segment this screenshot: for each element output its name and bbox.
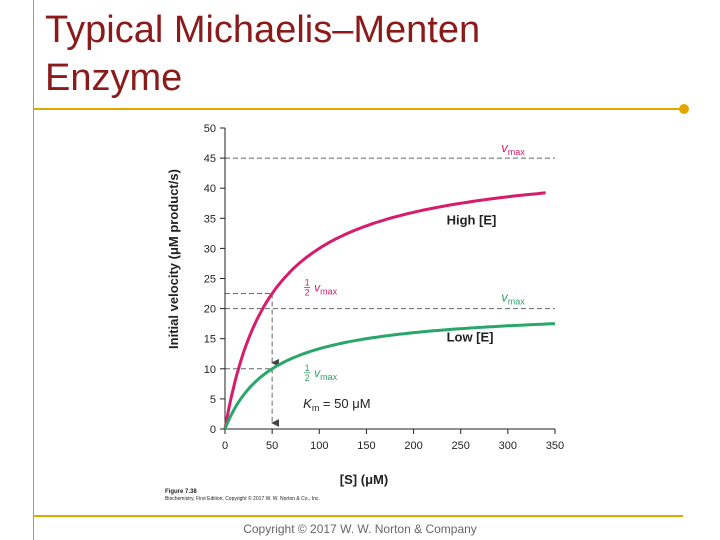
x-tick-label: 200 xyxy=(404,440,422,452)
y-tick-label: 10 xyxy=(204,364,216,376)
vmax-low-label: vmax xyxy=(501,290,525,307)
x-tick-label: 150 xyxy=(357,440,375,452)
half-vmax-high-fraction: 12 xyxy=(304,278,311,298)
curves xyxy=(223,191,556,430)
km-label: Km = 50 μM xyxy=(303,396,370,413)
vmax-high-label: vmax xyxy=(501,140,525,157)
fraction-denominator: 2 xyxy=(305,288,310,298)
figure-credit: Biochemistry, First Edition, Copyright ©… xyxy=(165,496,320,502)
x-tick-label: 50 xyxy=(266,440,278,452)
y-tick-label: 30 xyxy=(204,243,216,255)
left-accent-line xyxy=(33,0,34,540)
title-divider xyxy=(33,108,683,110)
x-tick-label: 300 xyxy=(499,440,517,452)
half-vmax-high-label: vmax xyxy=(314,281,338,297)
slide-title: Typical Michaelis–Menten Enzyme xyxy=(45,6,480,102)
half-vmax-low-fraction: 12 xyxy=(304,363,311,383)
footer-divider xyxy=(33,515,683,517)
y-tick-label: 0 xyxy=(210,424,216,436)
copyright-text: Copyright © 2017 W. W. Norton & Company xyxy=(243,522,477,536)
x-tick-label: 100 xyxy=(310,440,328,452)
y-tick-label: 25 xyxy=(204,274,216,286)
high-e-curve xyxy=(223,191,546,430)
x-tick-label: 250 xyxy=(452,440,470,452)
axes xyxy=(224,128,555,430)
y-tick-label: 50 xyxy=(204,123,216,135)
x-tick-label: 350 xyxy=(546,440,564,452)
x-axis-label: [S] (μM) xyxy=(340,472,388,487)
low-e-label: Low [E] xyxy=(447,330,494,345)
divider-end-dot xyxy=(679,104,689,114)
fraction-denominator: 2 xyxy=(305,373,310,383)
y-tick-label: 15 xyxy=(204,334,216,346)
y-axis-label: Initial velocity (μM product/s) xyxy=(166,169,181,349)
title-line-2: Enzyme xyxy=(45,57,183,99)
x-tick-label: 0 xyxy=(222,440,228,452)
x-ticks: 0 50 100 150 200 250 300 350 xyxy=(222,429,564,452)
high-e-label: High [E] xyxy=(447,212,497,227)
figure-number: Figure 7.38 xyxy=(165,489,197,495)
y-tick-label: 5 xyxy=(210,394,216,406)
figure-caption: Figure 7.38 Biochemistry, First Edition,… xyxy=(165,489,320,503)
michaelis-menten-chart: 0 5 10 15 20 25 30 35 40 45 50 0 50 100 150 200 250 300 3… xyxy=(166,123,564,487)
low-e-curve xyxy=(223,322,556,430)
y-tick-label: 40 xyxy=(204,183,216,195)
fraction-numerator: 1 xyxy=(305,278,310,288)
fraction-numerator: 1 xyxy=(305,363,310,373)
reference-lines xyxy=(225,157,555,427)
y-tick-label: 35 xyxy=(204,213,216,225)
y-ticks: 0 5 10 15 20 25 30 35 40 45 50 xyxy=(204,123,225,436)
half-vmax-low-label: vmax xyxy=(314,366,338,382)
y-tick-label: 45 xyxy=(204,153,216,165)
y-tick-label: 20 xyxy=(204,304,216,316)
title-line-1: Typical Michaelis–Menten xyxy=(45,9,481,51)
